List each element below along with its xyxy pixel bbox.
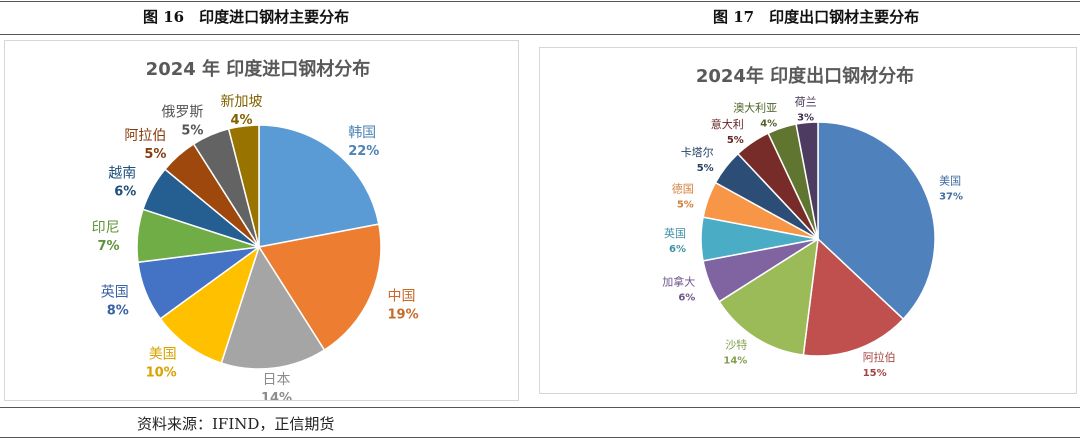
pie-slice (817, 121, 936, 321)
slice-category-label: 澳大利亚 (733, 101, 777, 115)
source-rule (0, 407, 1080, 408)
slice-category-label: 中国 (388, 289, 416, 305)
slice-category-label: 卡塔尔 (681, 146, 714, 159)
slice-percent-label: 3% (797, 113, 814, 124)
slice-category-label: 荷兰 (795, 96, 817, 109)
figure-16-caption: 图 16 印度进口钢材主要分布 (143, 8, 350, 26)
slice-percent-label: 37% (939, 192, 963, 203)
slice-category-label: 阿拉伯 (124, 128, 166, 144)
slice-percent-label: 4% (760, 119, 777, 130)
top-rule (0, 1, 1080, 2)
slice-percent-label: 6% (114, 185, 136, 200)
slice-percent-label: 4% (230, 113, 252, 128)
pie-slice (257, 223, 382, 352)
slice-percent-label: 7% (98, 239, 120, 254)
export-chart-panel: 2024年 印度出口钢材分布美国 37% 阿拉伯 15% 沙特 14% 加拿大 6% 英国 6% 德… (539, 47, 1077, 394)
slice-percent-label: 22% (348, 144, 379, 159)
pie-slice (258, 124, 380, 248)
import-chart-panel: 2024 年 印度进口钢材分布韩国 22% 中国 19% 日本 14% 美国 10% 英国 8% 印… (4, 40, 519, 401)
pie-slice (159, 245, 261, 364)
slice-category-label: 新加坡 (221, 94, 263, 110)
slice-percent-label: 6% (678, 293, 695, 304)
figure-17-caption: 图 17 印度出口钢材主要分布 (713, 8, 920, 26)
slice-category-label: 英国 (664, 226, 686, 240)
slice-percent-label: 5% (181, 124, 203, 139)
slice-percent-label: 5% (144, 147, 166, 162)
slice-category-label: 越南 (108, 166, 136, 182)
slice-percent-label: 14% (723, 356, 747, 367)
slice-percent-label: 10% (146, 365, 177, 380)
slice-category-label: 德国 (672, 181, 694, 195)
pie-slice (718, 237, 819, 356)
slice-category-label: 俄罗斯 (161, 105, 203, 121)
chart-title: 2024 年 印度进口钢材分布 (146, 58, 371, 80)
slice-category-label: 意大利 (711, 117, 744, 131)
slice-category-label: 美国 (939, 175, 961, 188)
slice-category-label: 沙特 (725, 338, 747, 352)
slice-percent-label: 15% (863, 368, 887, 379)
slice-percent-label: 5% (697, 163, 714, 174)
slice-category-label: 韩国 (348, 125, 376, 141)
source-note: 资料来源：IFIND，正信期货 (137, 415, 335, 433)
slice-category-label: 英国 (101, 284, 129, 301)
slice-category-label: 加拿大 (662, 275, 695, 289)
pie-slice (802, 237, 905, 357)
slice-category-label: 印尼 (92, 220, 120, 236)
bottom-rule (0, 437, 1080, 438)
slice-percent-label: 8% (107, 304, 129, 319)
slice-category-label: 美国 (149, 346, 177, 362)
slice-percent-label: 14% (261, 391, 292, 400)
slice-category-label: 阿拉伯 (863, 350, 896, 364)
slice-category-label: 日本 (263, 372, 291, 388)
caption-rule (0, 34, 1080, 35)
chart-title: 2024年 印度出口钢材分布 (696, 65, 914, 87)
pie-slice (795, 121, 819, 240)
slice-percent-label: 5% (727, 135, 744, 146)
slice-percent-label: 19% (388, 308, 419, 323)
pie-slice (220, 245, 326, 370)
slice-percent-label: 5% (677, 199, 694, 210)
slice-percent-label: 6% (669, 244, 686, 255)
pie-slice (227, 124, 260, 248)
